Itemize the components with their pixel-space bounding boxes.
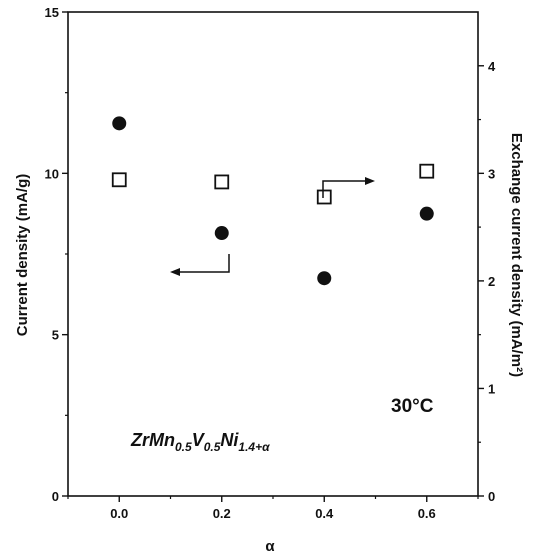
- y-right-tick-label: 0: [488, 489, 495, 504]
- axis-indicator-arrows: [170, 177, 375, 276]
- y-right-tick-label: 3: [488, 166, 495, 181]
- y-axis-left-label: Current density (mA/g): [14, 174, 31, 337]
- data-point-filled-circle: [214, 226, 229, 241]
- plot-frame: [67, 11, 479, 497]
- formula-element: Ni: [220, 430, 239, 450]
- data-marks: [111, 116, 435, 286]
- formula-subscript: 1.4+α: [238, 440, 270, 454]
- y-right-tick-label: 4: [488, 59, 496, 74]
- data-point-filled-circle: [112, 116, 127, 131]
- left-axis-arrow: [178, 254, 230, 273]
- y-left-tick-label: 5: [52, 328, 59, 343]
- y-left-tick-label: 15: [45, 5, 59, 20]
- data-point-filled-circle: [419, 206, 434, 221]
- axes: 0.0 0.2 0.4 0.6 0 5 10 15 0 1 2 3 4: [45, 5, 496, 521]
- formula-subscript: 0.5: [204, 440, 221, 454]
- formula-subscript: 0.5: [175, 440, 192, 454]
- y-right-tick-label: 1: [488, 381, 495, 396]
- x-axis-label: α: [265, 538, 275, 555]
- data-point-open-square: [316, 189, 332, 205]
- data-point-open-square: [111, 172, 127, 188]
- formula-label: ZrMn0.5V0.5Ni1.4+α: [130, 430, 270, 454]
- x-tick-label: 0.0: [110, 506, 128, 521]
- y-axis-right-label: Exchange current density (mA/m²): [508, 133, 525, 377]
- y-right-tick-label: 2: [488, 274, 495, 289]
- right-axis-arrowhead: [365, 177, 375, 185]
- right-axis-arrow: [322, 180, 367, 198]
- y-left-tick-label: 10: [45, 166, 59, 181]
- left-axis-arrowhead: [170, 268, 180, 276]
- annotations: 30°C ZrMn0.5V0.5Ni1.4+α: [130, 396, 434, 454]
- x-tick-label: 0.2: [213, 506, 231, 521]
- y-left-tick-label: 0: [52, 489, 59, 504]
- x-tick-label: 0.6: [418, 506, 436, 521]
- data-point-open-square: [214, 174, 230, 190]
- formula-element: V: [192, 430, 206, 450]
- formula-element: ZrMn: [130, 430, 175, 450]
- x-tick-label: 0.4: [315, 506, 334, 521]
- temperature-label: 30°C: [391, 396, 434, 417]
- data-point-open-square: [419, 163, 435, 179]
- data-point-filled-circle: [317, 271, 332, 286]
